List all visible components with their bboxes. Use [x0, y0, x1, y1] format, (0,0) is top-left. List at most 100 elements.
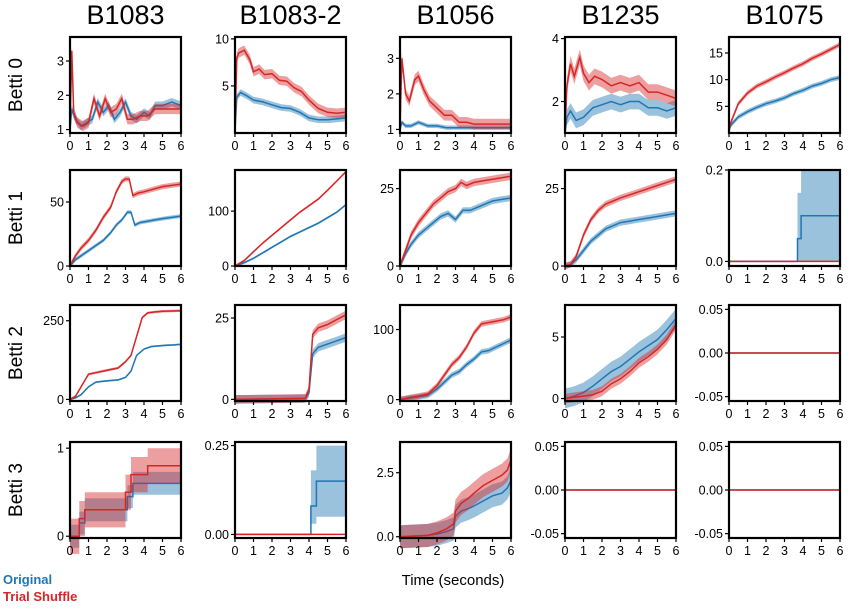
y-tick-label: 5: [716, 100, 723, 114]
legend-trial-shuffle: Trial Shuffle: [3, 589, 78, 604]
x-tick-label: 3: [287, 544, 294, 558]
x-tick-label: 2: [269, 407, 276, 421]
y-tick-label: 0: [222, 260, 229, 274]
x-tick-label: 3: [122, 272, 129, 286]
x-tick-label: 4: [471, 407, 478, 421]
x-tick-label: 1: [250, 544, 257, 558]
y-tick-label: 10: [709, 73, 723, 87]
x-tick-label: 4: [636, 544, 643, 558]
x-tick-label: 4: [471, 272, 478, 286]
x-tick-label: 4: [800, 272, 807, 286]
x-tick-label: 6: [343, 407, 350, 421]
x-tick-label: 1: [580, 544, 587, 558]
x-tick-label: 5: [489, 544, 496, 558]
x-tick-label: 1: [744, 544, 751, 558]
series-line-trial-shuffle: [728, 43, 841, 131]
x-tick-label: 6: [508, 544, 515, 558]
x-tick-label: 3: [781, 407, 788, 421]
series-band-original: [729, 170, 840, 262]
y-tick-label: -0.05: [531, 527, 560, 541]
y-tick-label: 250: [43, 314, 64, 328]
x-tick-label: 6: [837, 139, 844, 153]
series-line-trial-shuffle: [70, 465, 181, 537]
series-band-original: [400, 194, 511, 270]
x-tick-label: 1: [415, 544, 422, 558]
x-tick-label: 3: [452, 407, 459, 421]
x-tick-label: 5: [654, 139, 661, 153]
series-line-trial-shuffle: [234, 49, 347, 132]
x-tick-label: 4: [306, 544, 313, 558]
x-tick-label: 2: [269, 139, 276, 153]
x-tick-label: 4: [306, 407, 313, 421]
y-tick-label: 100: [208, 205, 229, 219]
series-band-original: [235, 333, 346, 404]
x-tick-label: 6: [673, 544, 680, 558]
x-tick-label: 1: [250, 139, 257, 153]
x-tick-label: 1: [580, 407, 587, 421]
x-tick-label: 2: [763, 407, 770, 421]
x-tick-label: 6: [178, 272, 185, 286]
x-tick-label: 2: [599, 272, 606, 286]
y-tick-label: 0.00: [205, 528, 229, 542]
panel: 0 1 2 3 4 5 605: [552, 303, 680, 421]
x-tick-label: 2: [434, 139, 441, 153]
x-tick-label: 6: [837, 544, 844, 558]
y-tick-label: 0.00: [535, 484, 559, 498]
x-tick-label: 4: [141, 544, 148, 558]
y-tick-label: 0: [552, 392, 559, 406]
x-tick-label: 3: [122, 544, 129, 558]
x-tick-label: 4: [636, 272, 643, 286]
x-tick-label: 0: [726, 272, 733, 286]
y-tick-label: 0: [57, 530, 64, 544]
x-tick-label: 0: [562, 139, 569, 153]
x-tick-label: 1: [744, 407, 751, 421]
y-tick-label: 0: [222, 393, 229, 407]
x-tick-label: 1: [415, 407, 422, 421]
y-tick-label: 0.0: [377, 530, 394, 544]
x-tick-label: 4: [800, 544, 807, 558]
series-band-original: [565, 308, 676, 409]
series-band-trial-shuffle: [565, 319, 676, 404]
y-tick-label: 0.2: [706, 164, 723, 178]
y-tick-label: 2.5: [377, 466, 394, 480]
x-tick-label: 3: [781, 272, 788, 286]
x-tick-label: 6: [178, 407, 185, 421]
column-title: B1056: [416, 0, 494, 30]
column-title: B1083-2: [239, 0, 341, 30]
column-title: B1235: [581, 0, 659, 30]
x-tick-label: 4: [306, 272, 313, 286]
y-tick-label: 3: [387, 52, 394, 66]
series-line-trial-shuffle: [69, 50, 181, 130]
x-tick-label: 5: [324, 544, 331, 558]
x-tick-label: 1: [415, 272, 422, 286]
x-tick-label: 6: [673, 139, 680, 153]
x-tick-label: 0: [397, 544, 404, 558]
x-tick-label: 2: [104, 139, 111, 153]
series-band-trial-shuffle: [400, 172, 511, 270]
series-line-original: [399, 120, 511, 130]
series-line-original: [69, 211, 182, 267]
x-tick-label: 1: [85, 407, 92, 421]
x-tick-label: 3: [452, 272, 459, 286]
x-tick-label: 0: [726, 544, 733, 558]
column-title: B1075: [745, 0, 823, 30]
y-tick-label: 0.25: [205, 439, 229, 453]
series-band-original: [400, 337, 511, 403]
x-tick-label: 0: [397, 139, 404, 153]
x-tick-label: 5: [489, 272, 496, 286]
series-line-original: [234, 91, 347, 132]
x-tick-label: 4: [636, 139, 643, 153]
y-tick-label: 0: [552, 260, 559, 274]
x-tick-label: 2: [104, 272, 111, 286]
column-titles: B1083 B1083-2 B1056 B1235 B1075: [86, 0, 823, 30]
x-tick-label: 6: [343, 139, 350, 153]
x-tick-label: 3: [287, 272, 294, 286]
series-line-original: [399, 480, 512, 538]
y-tick-label: 2: [387, 87, 394, 101]
series-line-original: [69, 343, 182, 401]
